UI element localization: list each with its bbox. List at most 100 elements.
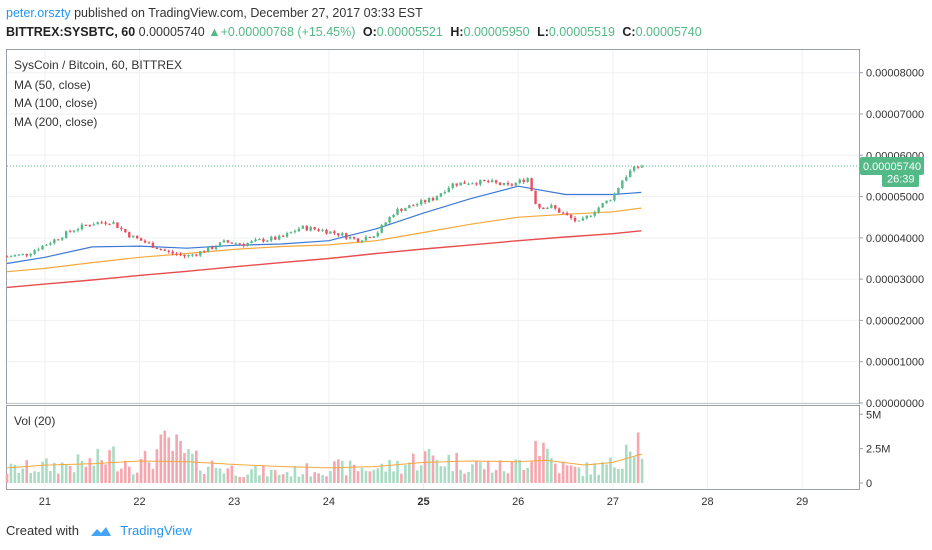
volume-bar <box>313 472 316 483</box>
volume-bar <box>147 462 151 483</box>
candle-body <box>226 240 230 243</box>
volume-tick-label: 2.5M <box>866 444 890 456</box>
candle-body <box>37 249 40 251</box>
legend-vol: Vol (20) <box>14 414 55 428</box>
volume-bar <box>155 449 159 483</box>
publish-info: peter.orszty published on TradingView.co… <box>6 6 423 20</box>
volume-bar <box>210 460 214 483</box>
candle-body <box>313 227 316 230</box>
candle-body <box>565 213 569 216</box>
candle-body <box>341 233 344 236</box>
volume-bar <box>344 475 348 483</box>
symbol-summary: BITTREX:SYSBTC, 60 0.00005740 ▲+0.000007… <box>6 25 702 39</box>
volume-bar <box>329 471 332 483</box>
ma100-line <box>6 207 642 273</box>
candle-body <box>163 249 166 251</box>
volume-bar <box>206 466 210 483</box>
volume-bar <box>546 448 549 483</box>
volume-bar <box>388 459 391 483</box>
candle-body <box>419 200 423 205</box>
volume-bar <box>348 460 352 483</box>
volume-bar <box>360 467 364 483</box>
close-value: 0.00005740 <box>635 25 702 39</box>
footer: Created with TradingView <box>6 523 192 539</box>
candle-body <box>356 238 360 243</box>
volume-bar <box>262 465 265 483</box>
candle-body <box>609 200 612 202</box>
volume-bar <box>597 474 600 483</box>
volume-bar <box>337 459 340 483</box>
volume-bar <box>218 468 222 483</box>
volume-bar <box>41 461 44 483</box>
volume-bar <box>88 458 92 483</box>
candle-body <box>285 233 289 237</box>
volume-bar <box>423 451 427 483</box>
candle-body <box>518 179 521 183</box>
volume-bar <box>333 461 336 483</box>
time-tick-label: 29 <box>796 496 808 508</box>
time-axis[interactable]: 21 22 23 24 25 26 27 28 29 <box>39 496 809 508</box>
volume-bar <box>471 464 474 483</box>
candle-body <box>132 235 135 238</box>
volume-bar <box>514 459 518 483</box>
candle-body <box>281 235 285 237</box>
volume-bar <box>589 474 593 483</box>
time-tick-label: 22 <box>133 496 145 508</box>
candle-body <box>45 244 48 246</box>
volume-bar <box>250 469 253 483</box>
volume-bar <box>297 476 301 483</box>
candle-body <box>222 240 226 243</box>
candle-body <box>139 238 143 241</box>
volume-bar <box>577 467 581 483</box>
candle-body <box>116 222 119 228</box>
candle-body <box>431 198 435 201</box>
volume-bar <box>13 464 17 483</box>
volume-bar <box>112 446 115 483</box>
candle-body <box>404 208 407 211</box>
published-text: published on TradingView.com, December 2… <box>74 6 423 20</box>
volume-bar <box>479 462 482 483</box>
candle-body <box>41 245 44 250</box>
volume-bar <box>601 462 604 483</box>
high-value: 0.00005950 <box>463 25 530 39</box>
volume-bar <box>198 470 202 483</box>
tradingview-link[interactable]: TradingView <box>120 523 192 538</box>
candle-body <box>258 239 261 241</box>
candle-body <box>293 231 297 233</box>
volume-bar <box>411 453 415 483</box>
candle-body <box>242 244 245 246</box>
last-price: 0.00005740 <box>138 25 205 39</box>
volume-pane-frame <box>6 405 860 490</box>
candle-body <box>435 196 439 201</box>
up-arrow-icon: ▲ <box>208 25 221 39</box>
price-axis[interactable]: 0.000080000.000070000.000060000.00005000… <box>859 68 924 410</box>
candle-body <box>530 178 533 191</box>
volume-bar <box>522 469 526 483</box>
candle-body <box>72 230 76 232</box>
volume-bar <box>621 468 624 483</box>
candle-body <box>175 253 178 255</box>
volume-bar <box>459 469 462 483</box>
candle-body <box>636 166 640 168</box>
open-label: O: <box>362 25 377 39</box>
volume-bar <box>309 476 313 483</box>
tradingview-logo-icon <box>90 526 111 536</box>
candle-body <box>266 240 269 242</box>
volume-bar <box>557 473 561 483</box>
volume-bar <box>246 474 249 483</box>
low-label: L: <box>537 25 549 39</box>
volume-bar <box>482 469 486 483</box>
candle-body <box>25 253 28 256</box>
volume-bar <box>226 468 230 483</box>
candle-body <box>514 182 518 186</box>
volume-bar <box>289 476 293 483</box>
author-link[interactable]: peter.orszty <box>6 6 71 20</box>
volume-bar <box>502 471 506 483</box>
candle-body <box>199 251 202 256</box>
volume-bar <box>17 473 21 483</box>
candle-body <box>423 200 427 203</box>
volume-bar <box>195 450 198 483</box>
volume-bar <box>431 455 435 483</box>
close-label: C: <box>622 25 636 39</box>
